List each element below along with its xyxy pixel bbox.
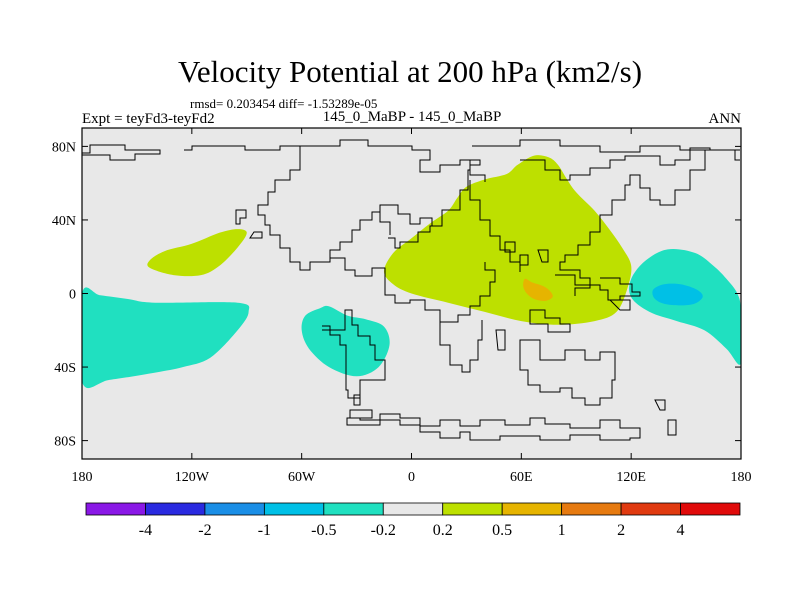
- coastline-segment: [520, 147, 740, 181]
- x-tick-label: 0: [408, 470, 415, 485]
- colorbar-label: 2: [617, 522, 625, 539]
- coastline-segment: [654, 399, 666, 411]
- coastline-segment: [529, 309, 571, 333]
- coastline-segment: [439, 320, 483, 373]
- coastline-segment: [379, 204, 433, 226]
- x-tick-label: 120E: [616, 470, 646, 485]
- colorbar-label: 1: [558, 522, 566, 539]
- contour-region-eurasia-africa-positive: [384, 155, 632, 325]
- coastline-segment: [322, 309, 386, 399]
- colorbar-swatch: [382, 502, 444, 516]
- coastline-segment: [235, 209, 247, 225]
- coastlines: [82, 139, 740, 441]
- colorbar-label: -0.5: [311, 522, 336, 539]
- coastline-segment: [353, 394, 361, 406]
- y-tick-label: 40S: [54, 361, 76, 376]
- contour-regions: [82, 155, 741, 388]
- coastline-segment: [388, 160, 471, 249]
- coastline-segment: [384, 262, 496, 323]
- x-tick-label: 60W: [288, 470, 316, 485]
- colorbar-label: 0.5: [492, 522, 512, 539]
- coastline-segment: [82, 144, 161, 161]
- colorbar-label: -0.2: [371, 522, 396, 539]
- coastline-segment: [495, 329, 506, 351]
- coastline-segment: [249, 231, 263, 239]
- coastline-segment: [537, 249, 549, 263]
- colorbar-label: 0.2: [433, 522, 453, 539]
- y-tick-label: 80S: [54, 435, 76, 450]
- colorbar-swatch: [204, 502, 265, 516]
- season-label: ANN: [709, 111, 742, 127]
- contour-region-west-pacific-negative: [629, 249, 741, 365]
- x-tick-label: 120W: [175, 470, 210, 485]
- contour-region-south-pacific-negative: [82, 287, 250, 388]
- coastline-segment: [519, 339, 616, 406]
- y-tick-label: 80N: [52, 140, 76, 155]
- colorbar-swatch: [442, 502, 503, 516]
- colorbar-swatch: [620, 502, 681, 516]
- colorbar-label: 4: [677, 522, 685, 539]
- colorbar-swatch: [561, 502, 622, 516]
- colorbar-swatch: [323, 502, 384, 516]
- period-label: 145_0_MaBP - 145_0_MaBP: [323, 109, 502, 125]
- coastline-segment: [300, 139, 486, 182]
- y-axis: 80N 40N 0 40S 80S: [52, 140, 741, 450]
- x-tick-label: 180: [72, 470, 93, 485]
- colorbar-swatch: [501, 502, 563, 516]
- contour-region-arabian-sea-max: [523, 278, 553, 301]
- colorbar-label: -4: [139, 522, 152, 539]
- colorbar: -4 -2 -1 -0.5 -0.2 0.2 0.5 1 2 4: [85, 502, 741, 539]
- chart-stats-label: rmsd= 0.203454 diff= -1.53289e-05: [190, 96, 377, 111]
- x-axis: 180 120W 60W 0 60E 120E 180: [72, 128, 752, 485]
- contour-region-south-atlantic-negative: [301, 305, 390, 377]
- coastline-segment: [346, 413, 641, 441]
- chart-title: Velocity Potential at 200 hPa (km2/s): [178, 54, 642, 89]
- contour-region-west-pacific-min: [652, 283, 703, 306]
- coastline-segment: [330, 257, 386, 277]
- y-tick-label: 40N: [52, 214, 76, 229]
- contour-region-north-pacific-positive: [147, 229, 247, 277]
- colorbar-swatch: [263, 502, 325, 516]
- experiment-label: Expt = teyFd3-teyFd2: [82, 111, 215, 127]
- coastline-segment: [555, 274, 641, 301]
- colorbar-label: -1: [258, 522, 271, 539]
- y-tick-label: 0: [69, 288, 76, 303]
- plot-area: [81, 127, 742, 460]
- coastline-segment: [667, 419, 677, 436]
- colorbar-label: -2: [198, 522, 211, 539]
- coastline-segment: [504, 241, 516, 253]
- x-tick-label: 60E: [510, 470, 533, 485]
- coastline-segment: [608, 299, 631, 311]
- colorbar-swatch: [85, 502, 146, 516]
- coastline-segment: [469, 180, 521, 272]
- coastline-segment: [559, 150, 706, 296]
- colorbar-swatch: [680, 502, 741, 516]
- coastline-segment: [349, 409, 373, 419]
- x-tick-label: 180: [731, 470, 752, 485]
- colorbar-swatch: [145, 502, 206, 516]
- coastline-segment: [472, 139, 740, 153]
